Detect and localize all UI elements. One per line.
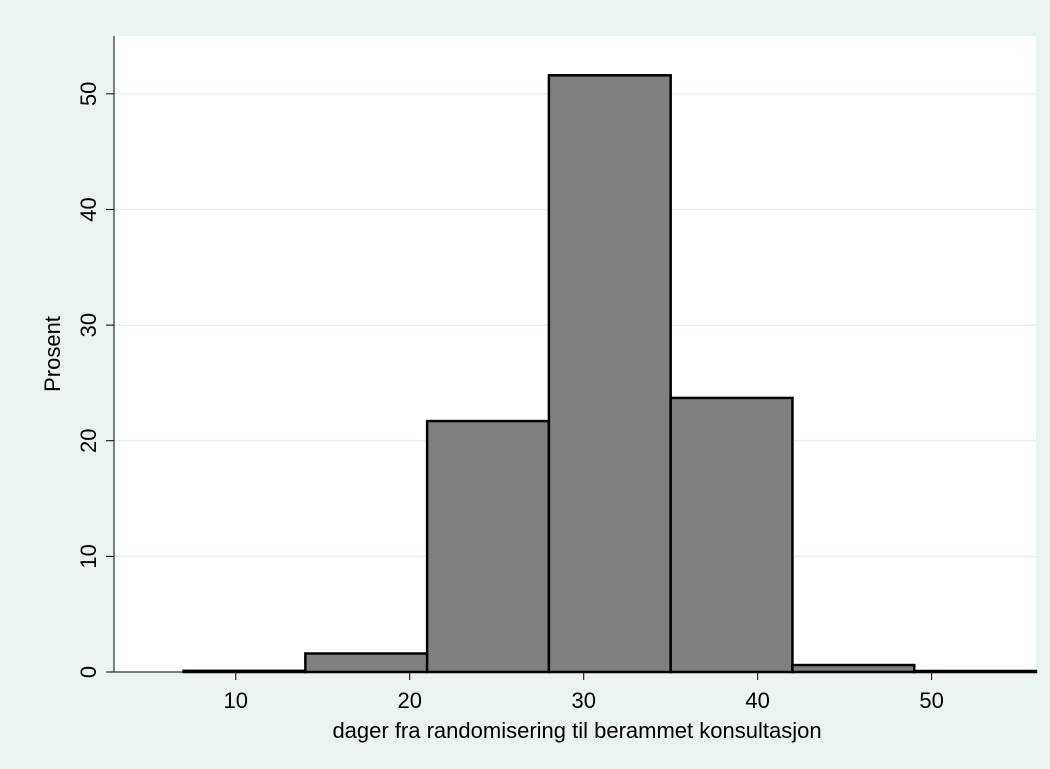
histogram-bar-5 [669, 396, 794, 674]
histogram-bar-6 [791, 663, 916, 674]
axes [113, 36, 1036, 673]
y-tick-label-30: 30 [76, 313, 101, 337]
y-axis-title: Prosent [40, 316, 65, 392]
histogram-bar-2 [304, 652, 429, 674]
x-axis-title: dager fra randomisering til berammet kon… [332, 718, 821, 743]
y-tick-label-50: 50 [76, 82, 101, 106]
y-tick-label-20: 20 [76, 428, 101, 452]
x-tick-label-20: 20 [397, 688, 421, 713]
y-tick-label-10: 10 [76, 544, 101, 568]
x-tick-label-40: 40 [745, 688, 769, 713]
bars [182, 74, 1038, 674]
histogram-bar-3 [425, 419, 551, 674]
y-tick-label-40: 40 [76, 197, 101, 221]
y-tick-label-0: 0 [76, 666, 101, 678]
x-tick-label-50: 50 [919, 688, 943, 713]
x-tick-label-30: 30 [571, 688, 595, 713]
histogram-bar-4 [547, 74, 672, 674]
ticks: 0 10 20 30 40 50 10 20 30 40 50 [76, 82, 944, 713]
x-tick-label-10: 10 [224, 688, 248, 713]
